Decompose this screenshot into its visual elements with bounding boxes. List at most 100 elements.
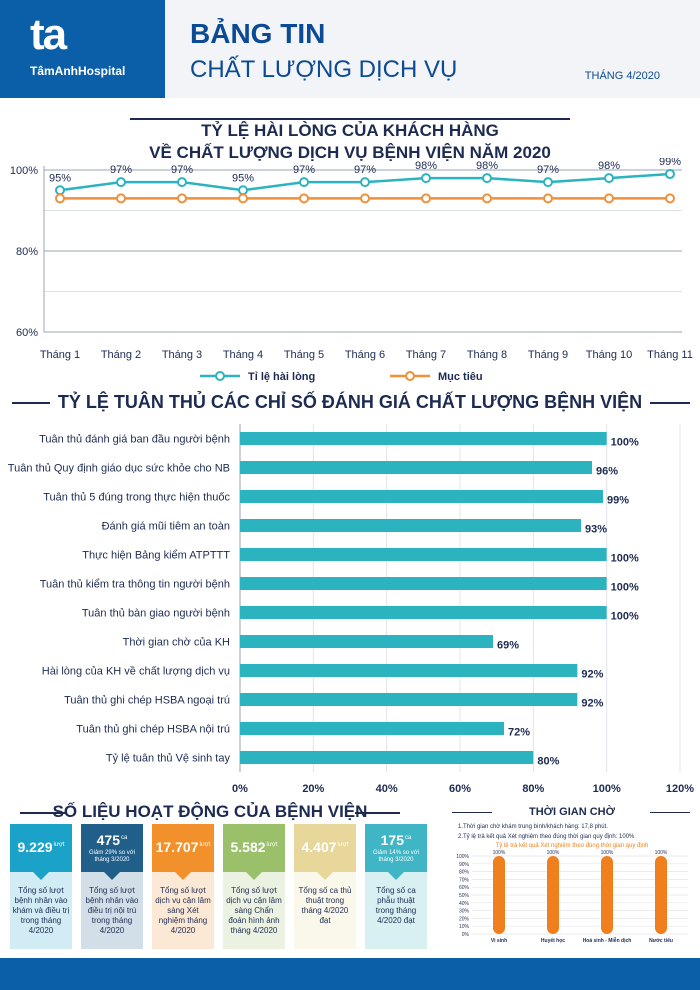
bar <box>655 856 667 934</box>
divider <box>130 118 570 120</box>
stat-card: 475ca Giảm 29% so với tháng 3/2020 Tổng số… <box>81 824 143 949</box>
logo-name: TâmAnhHospital <box>30 64 126 78</box>
bar <box>601 856 613 934</box>
card-pointer <box>104 872 120 880</box>
category-label: Tuân thủ 5 đúng trong thực hiện thuốc <box>43 492 230 504</box>
data-label: 99% <box>607 495 629 507</box>
data-label: 80% <box>537 756 559 768</box>
data-point <box>55 185 65 196</box>
header: ta TâmAnhHospital BẢNG TIN CHẤT LƯỢNG DỊ… <box>0 0 700 98</box>
data-point <box>421 173 431 184</box>
stat-card: 175ca Giảm 14% so với tháng 3/2020 Tổng số… <box>365 824 427 949</box>
card-pointer <box>246 872 262 880</box>
data-label: 97% <box>293 164 315 176</box>
stat-value-row: 475ca <box>97 832 128 850</box>
data-point <box>360 177 370 188</box>
bar <box>240 635 493 648</box>
x-tick-label: Tháng 3 <box>162 349 202 361</box>
compliance-title: TỶ LỆ TUÂN THỦ CÁC CHỈ SỐ ĐÁNH GIÁ CHẤT … <box>57 392 643 412</box>
stat-card: 9.229lượt Tổng số lượt bệnh nhân vào khám… <box>10 824 72 949</box>
x-tick-label: Tháng 5 <box>284 349 324 361</box>
data-label: 100% <box>547 850 560 856</box>
data-point <box>665 169 675 180</box>
category-label: Tuân thủ Quy định giáo dục sức khỏe cho … <box>8 463 230 475</box>
stat-card-header: 5.582lượt <box>223 824 285 880</box>
stat-value-row: 175ca <box>381 832 412 850</box>
satisfaction-title-1: TỶ LỆ HÀI LÒNG CỦA KHÁCH HÀNG <box>201 121 499 140</box>
category-label: Thực hiện Bảng kiểm ATPTTT <box>82 550 230 562</box>
data-point <box>238 185 248 196</box>
divider <box>12 402 50 404</box>
bar <box>240 490 603 503</box>
divider <box>20 812 65 814</box>
data-label: 72% <box>508 727 530 739</box>
category-label: Thời gian chờ của KH <box>123 637 230 649</box>
data-point <box>55 193 65 204</box>
logo-mark: ta <box>30 10 67 59</box>
bar <box>240 432 607 445</box>
data-point <box>299 193 309 204</box>
x-tick-label: Vi sinh <box>491 938 507 944</box>
stat-card: 5.582lượt Tổng số lượt dịch vụ cận lâm sà… <box>223 824 285 949</box>
stat-value: 475 <box>96 832 120 848</box>
stat-description: Tổng số lượt dịch vụ cận lâm sàng Chẩn đ… <box>223 872 285 949</box>
stat-card: 17.707lượt Tổng số lượt dịch vụ cận lâm s… <box>152 824 214 949</box>
x-tick-label: 60% <box>449 783 471 793</box>
y-tick-label: 30% <box>459 909 470 915</box>
x-tick-label: Tháng 4 <box>223 349 263 361</box>
stat-unit: lượt <box>199 841 211 848</box>
data-label: 95% <box>232 172 254 184</box>
data-point <box>238 193 248 204</box>
stat-description: Tổng số lượt bệnh nhân vào khám và điều … <box>10 872 72 949</box>
data-label: 97% <box>110 164 132 176</box>
bar <box>240 461 592 474</box>
y-tick-label: 80% <box>459 870 470 876</box>
chart-title: Tỷ lệ trả kết quả Xét nghiệm theo đúng t… <box>496 842 649 849</box>
y-tick-label: 40% <box>459 901 470 907</box>
data-label: 100% <box>611 611 639 623</box>
category-label: Tuân thủ kiểm tra thông tin người bệnh <box>40 579 230 591</box>
stat-sub: Giảm 29% so với tháng 3/2020 <box>89 850 135 863</box>
bar <box>240 519 581 532</box>
category-label: Tuân thủ ghi chép HSBA nội trú <box>76 724 230 736</box>
satisfaction-title-2: VỀ CHẤT LƯỢNG DỊCH VỤ BỆNH VIỆN NĂM 2020 <box>149 143 551 162</box>
data-label: 92% <box>581 698 603 710</box>
data-point <box>543 177 553 188</box>
x-tick-label: Tháng 1 <box>40 349 80 361</box>
x-tick-label: 20% <box>302 783 324 793</box>
data-label: 100% <box>601 850 614 856</box>
data-label: 98% <box>476 160 498 172</box>
data-point <box>482 173 492 184</box>
data-point <box>116 177 126 188</box>
stat-description: Tổng số ca phẫu thuật trong tháng 4/2020… <box>365 872 427 949</box>
divider <box>650 812 690 813</box>
data-label: 93% <box>585 524 607 536</box>
y-tick-label: 90% <box>459 862 470 868</box>
wait-title: THỜI GIAN CHỜ <box>529 806 615 818</box>
category-label: Đánh giá mũi tiêm an toàn <box>102 521 230 533</box>
bar <box>240 577 607 590</box>
stat-card-header: 175ca Giảm 14% so với tháng 3/2020 <box>365 824 427 880</box>
y-tick-label: 50% <box>459 893 470 899</box>
stat-card: 4.407lượt Tổng số ca thủ thuật trong thán… <box>294 824 356 949</box>
data-label: 100% <box>611 553 639 565</box>
stat-value: 17.707 <box>155 839 199 855</box>
divider <box>650 402 690 404</box>
data-label: 100% <box>611 582 639 594</box>
logo: ta TâmAnhHospital <box>0 0 165 98</box>
bar <box>240 751 534 764</box>
stat-card-header: 9.229lượt <box>10 824 72 880</box>
data-point <box>543 193 553 204</box>
card-pointer <box>175 872 191 880</box>
bar <box>493 856 505 934</box>
card-pointer <box>317 872 333 880</box>
bar <box>240 606 607 619</box>
legend-marker <box>215 371 225 381</box>
data-label: 98% <box>415 160 437 172</box>
category-label: Hài lòng của KH về chất lượng dịch vụ <box>42 666 230 678</box>
stat-card-header: 475ca Giảm 29% so với tháng 3/2020 <box>81 824 143 880</box>
issue-month: THÁNG 4/2020 <box>584 70 660 82</box>
data-label: 96% <box>596 466 618 478</box>
data-label: 97% <box>537 164 559 176</box>
data-point <box>116 193 126 204</box>
